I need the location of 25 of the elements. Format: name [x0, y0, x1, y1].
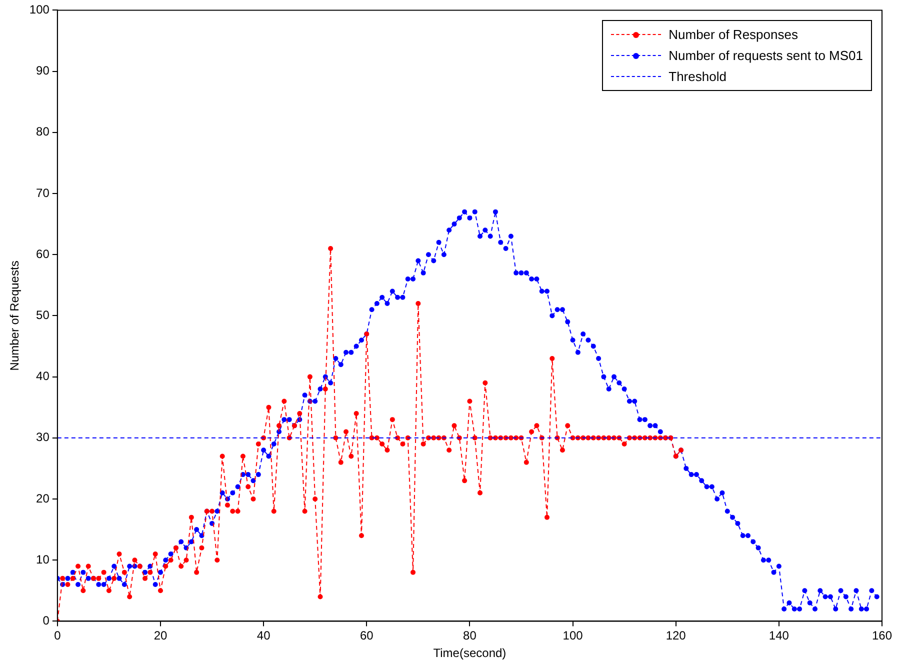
x-tick-label: 80 — [463, 628, 477, 643]
x-tick-label: 0 — [54, 628, 62, 643]
y-tick-label: 100 — [29, 2, 50, 17]
y-axis-title: Number of Requests — [8, 260, 22, 371]
legend-label: Threshold — [668, 69, 726, 84]
y-tick-label: 30 — [36, 430, 50, 444]
y-tick-label: 0 — [42, 614, 50, 628]
x-axis-title: Time(second) — [433, 646, 506, 660]
x-tick-label: 20 — [154, 628, 168, 643]
x-tick-label: 100 — [562, 628, 584, 643]
legend-label: Number of requests sent to MS01 — [668, 48, 863, 64]
y-tick-label: 50 — [36, 308, 50, 322]
y-tick-label: 20 — [36, 491, 50, 506]
y-tick-label: 10 — [36, 552, 50, 566]
y-tick-label: 70 — [36, 186, 50, 200]
x-tick-label: 160 — [872, 628, 892, 643]
x-tick-label: 120 — [666, 628, 686, 643]
y-tick-label: 90 — [36, 64, 50, 78]
x-tick-label: 140 — [768, 628, 790, 643]
x-tick-label: 40 — [256, 628, 271, 643]
legend-label: Number of Responses — [668, 27, 798, 42]
y-tick-label: 60 — [36, 246, 50, 261]
x-tick-label: 60 — [360, 628, 374, 643]
y-tick-label: 40 — [36, 369, 50, 384]
y-tick-label: 80 — [36, 124, 50, 139]
